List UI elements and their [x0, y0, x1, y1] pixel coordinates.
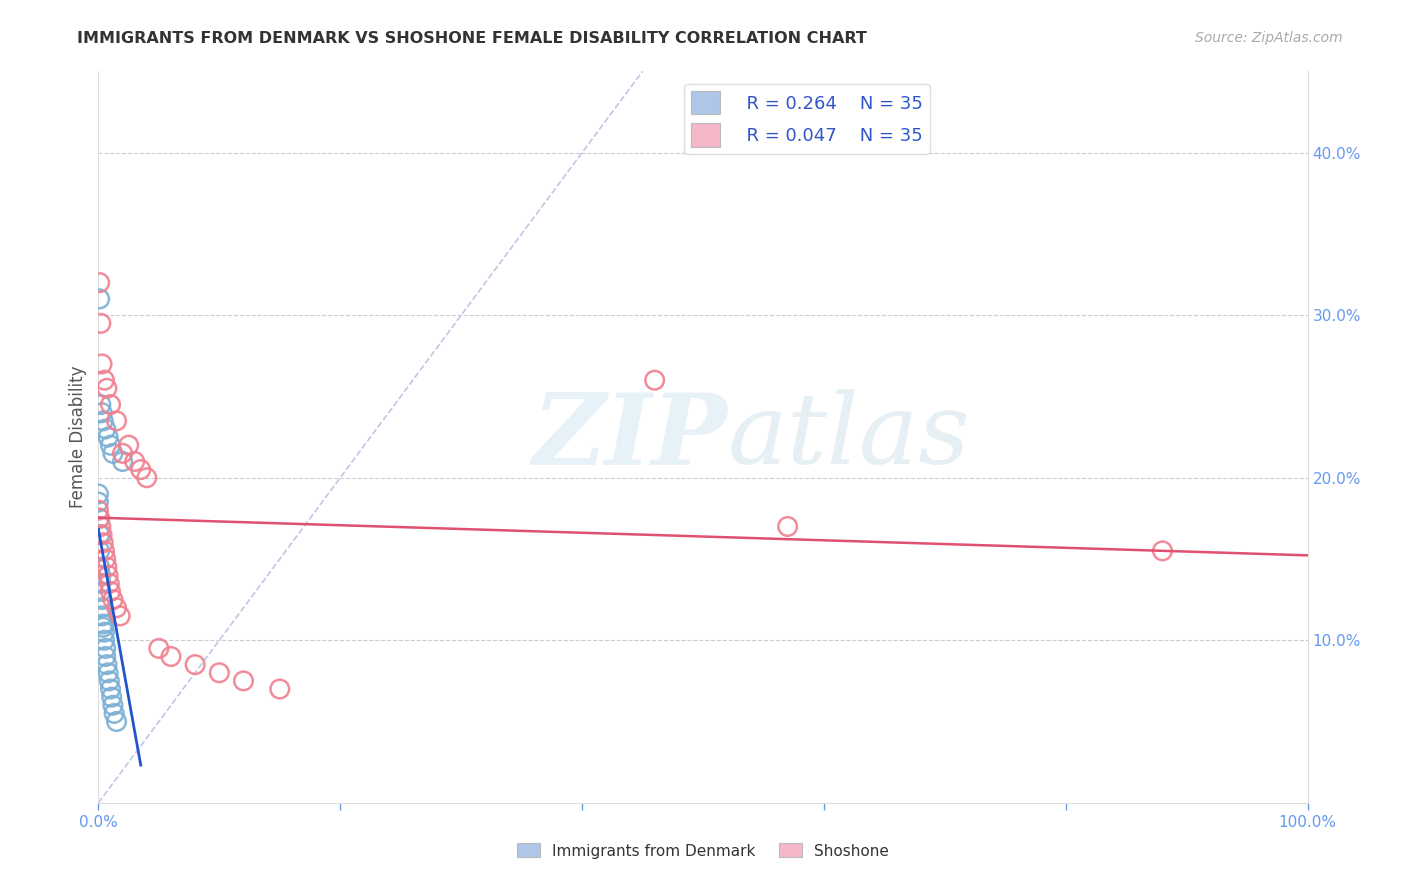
Point — [135, 471, 157, 485]
Point — [111, 454, 134, 468]
Point — [101, 592, 124, 607]
Point — [103, 706, 125, 721]
Point — [89, 511, 111, 525]
Point — [93, 373, 115, 387]
Point — [87, 495, 110, 509]
Point — [94, 641, 117, 656]
Point — [89, 527, 111, 541]
Point — [100, 690, 122, 705]
Point — [90, 316, 112, 330]
Point — [93, 633, 115, 648]
Point — [97, 665, 120, 680]
Point — [90, 576, 112, 591]
Point — [89, 560, 111, 574]
Point — [90, 519, 112, 533]
Point — [148, 641, 170, 656]
Point — [776, 519, 799, 533]
Point — [129, 462, 152, 476]
Point — [118, 438, 141, 452]
Point — [101, 446, 124, 460]
Point — [208, 665, 231, 680]
Text: ZIP: ZIP — [533, 389, 727, 485]
Point — [97, 568, 120, 582]
Point — [100, 681, 122, 696]
Point — [91, 600, 114, 615]
Point — [93, 544, 115, 558]
Point — [96, 657, 118, 672]
Point — [98, 673, 121, 688]
Text: Source: ZipAtlas.com: Source: ZipAtlas.com — [1195, 31, 1343, 45]
Point — [91, 357, 114, 371]
Point — [89, 292, 111, 306]
Point — [124, 454, 146, 468]
Point — [97, 430, 120, 444]
Point — [89, 511, 111, 525]
Point — [94, 422, 117, 436]
Point — [96, 560, 118, 574]
Point — [91, 527, 114, 541]
Point — [232, 673, 254, 688]
Point — [644, 373, 666, 387]
Point — [100, 438, 122, 452]
Point — [160, 649, 183, 664]
Point — [108, 608, 131, 623]
Point — [93, 625, 115, 640]
Point — [90, 584, 112, 599]
Point — [101, 698, 124, 713]
Point — [90, 398, 112, 412]
Y-axis label: Female Disability: Female Disability — [69, 366, 87, 508]
Point — [87, 503, 110, 517]
Point — [111, 446, 134, 460]
Point — [87, 487, 110, 501]
Point — [100, 398, 122, 412]
Point — [90, 568, 112, 582]
Point — [91, 406, 114, 420]
Point — [91, 620, 114, 634]
Text: atlas: atlas — [727, 390, 970, 484]
Point — [105, 600, 128, 615]
Point — [184, 657, 207, 672]
Point — [94, 649, 117, 664]
Point — [100, 584, 122, 599]
Legend: Immigrants from Denmark, Shoshone: Immigrants from Denmark, Shoshone — [512, 838, 894, 864]
Point — [89, 544, 111, 558]
Point — [98, 576, 121, 591]
Point — [96, 381, 118, 395]
Point — [105, 414, 128, 428]
Point — [269, 681, 291, 696]
Point — [91, 592, 114, 607]
Point — [91, 617, 114, 632]
Point — [91, 414, 114, 428]
Point — [89, 276, 111, 290]
Point — [94, 552, 117, 566]
Point — [1152, 544, 1174, 558]
Point — [91, 535, 114, 549]
Text: IMMIGRANTS FROM DENMARK VS SHOSHONE FEMALE DISABILITY CORRELATION CHART: IMMIGRANTS FROM DENMARK VS SHOSHONE FEMA… — [77, 31, 868, 46]
Point — [105, 714, 128, 729]
Point — [91, 608, 114, 623]
